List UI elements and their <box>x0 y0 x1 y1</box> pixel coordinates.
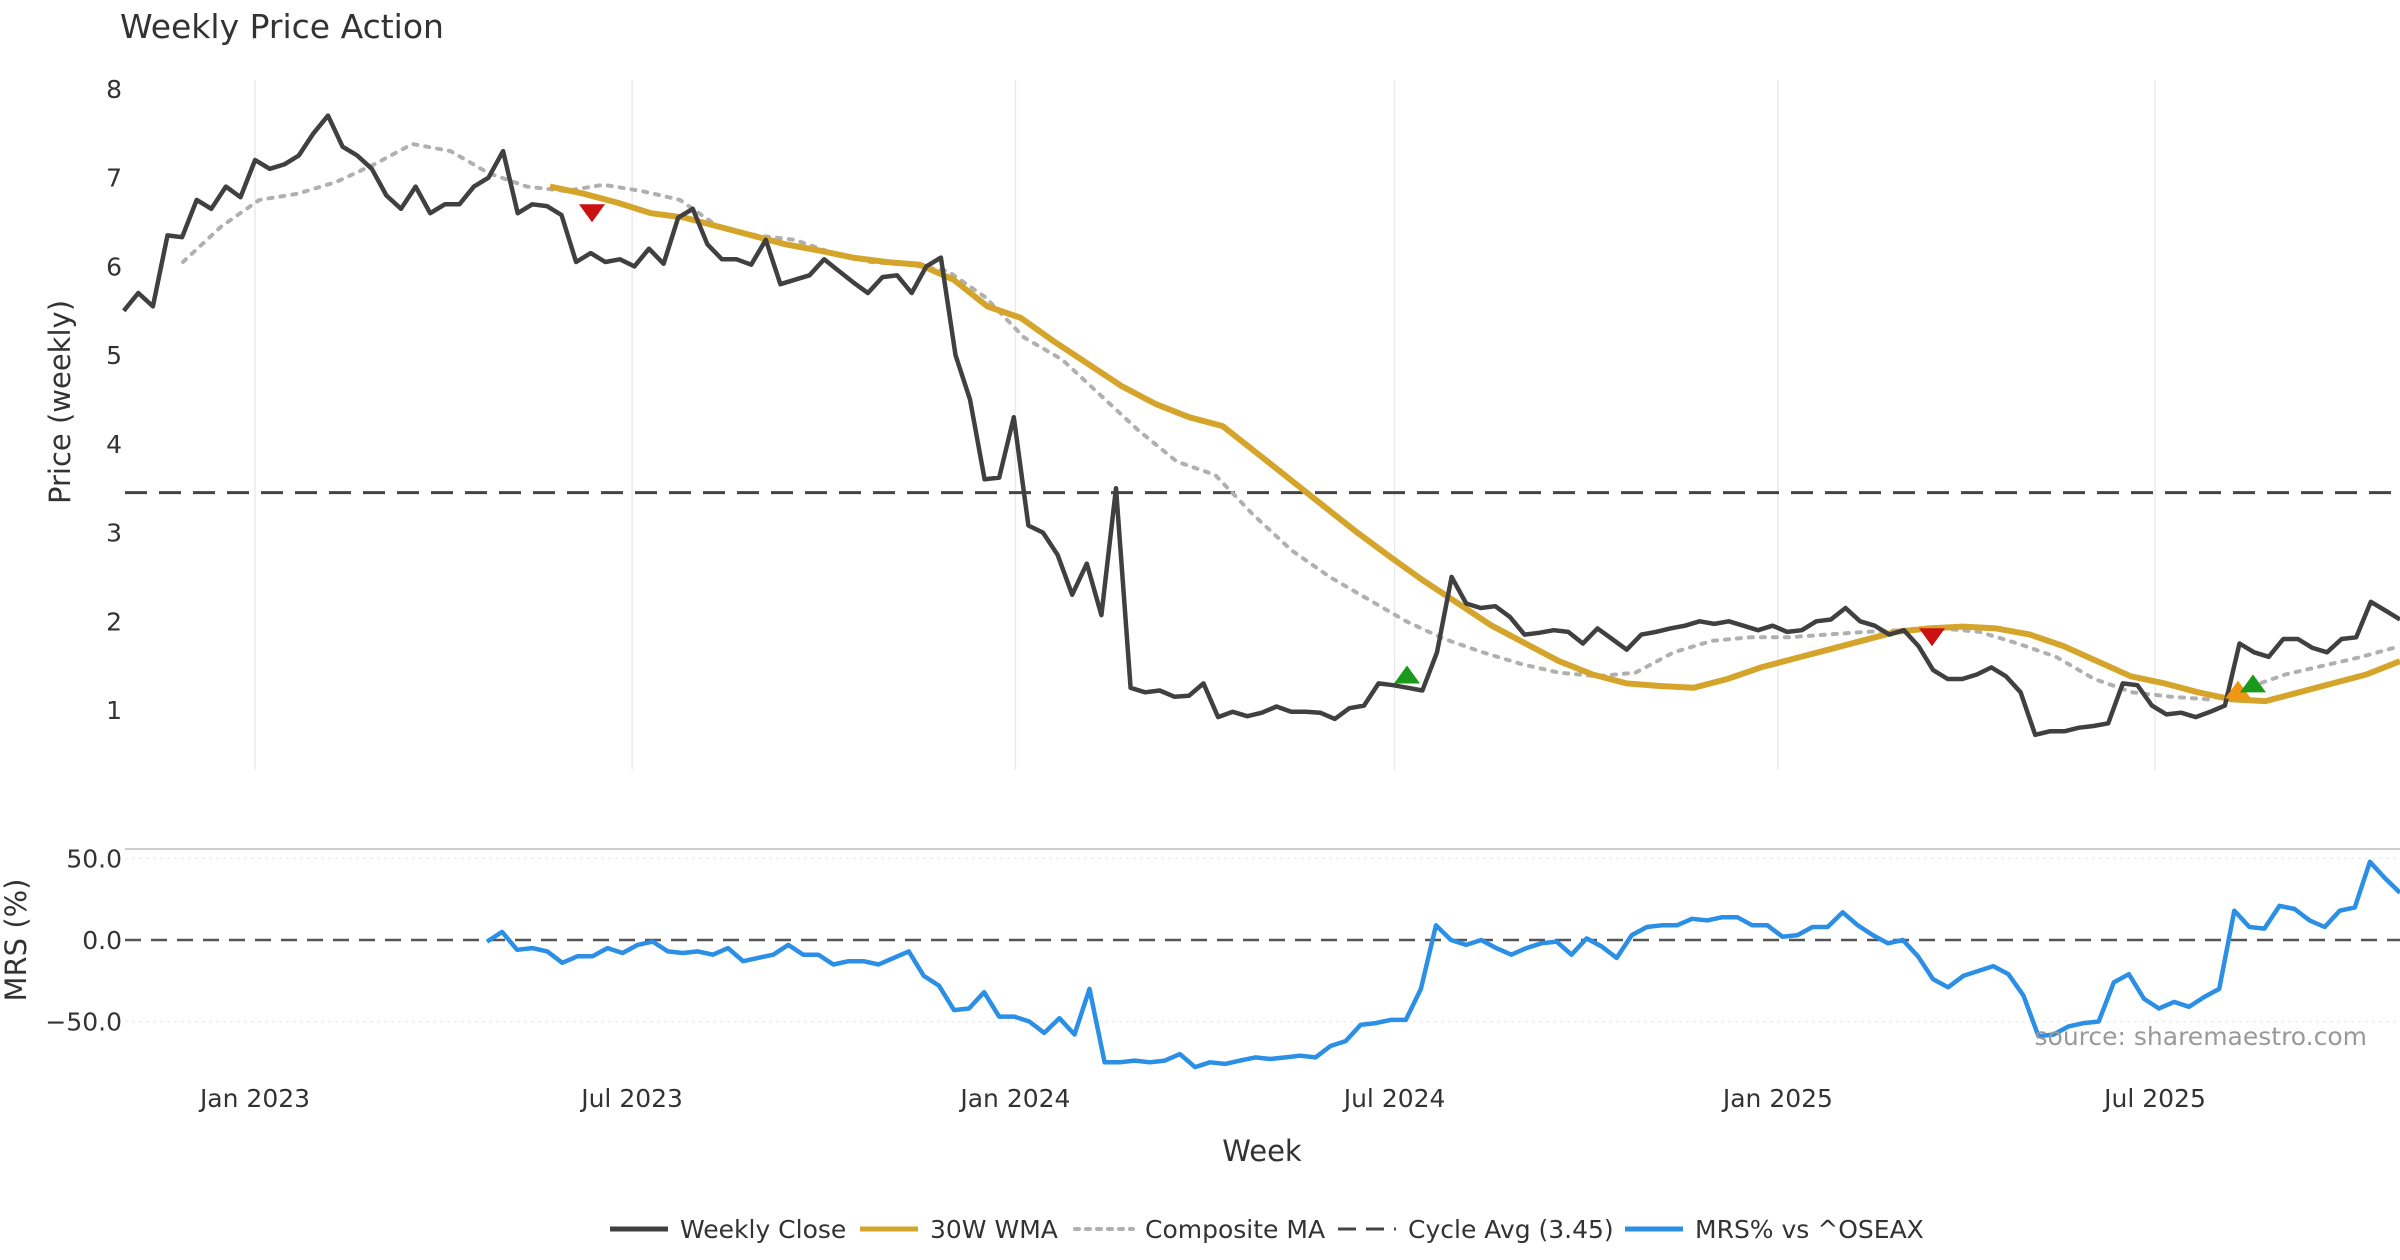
x-tick-label: Jul 2023 <box>579 1084 683 1113</box>
source-text: source: sharemaestro.com <box>2035 1022 2368 1051</box>
signal-markers <box>579 204 2266 699</box>
price-gridlines <box>254 80 2156 770</box>
x-tick-label: Jan 2023 <box>198 1084 310 1113</box>
legend-label: MRS% vs ^OSEAX <box>1695 1215 1924 1244</box>
x-tick-label: Jan 2025 <box>1721 1084 1833 1113</box>
legend-label: Cycle Avg (3.45) <box>1408 1215 1614 1244</box>
signal-marker-up <box>2240 674 2266 693</box>
price-y-tick-label: 3 <box>106 519 122 548</box>
mrs-line <box>485 859 2400 1070</box>
wma-30w-line <box>549 183 2400 705</box>
x-tick-label: Jul 2024 <box>1342 1084 1446 1113</box>
mrs-y-tick-label: 0.0 <box>82 926 122 955</box>
x-tick-label: Jan 2024 <box>958 1084 1070 1113</box>
weekly-close-line <box>122 113 2400 738</box>
price-y-tick-label: 6 <box>106 252 122 281</box>
mrs-y-tick-label: 50.0 <box>66 845 122 874</box>
mrs-y-axis-label: MRS (%) <box>0 879 33 1002</box>
price-y-tick-label: 8 <box>106 75 122 104</box>
composite-ma-line <box>181 141 2400 702</box>
x-axis-label: Week <box>1222 1134 1302 1168</box>
signal-marker-down <box>1919 628 1945 647</box>
legend: Weekly Close 30W WMA Composite MA Cycle Avg… <box>610 1215 1924 1244</box>
price-y-tick-label: 2 <box>106 607 122 636</box>
mrs-y-tick-label: −50.0 <box>45 1008 122 1037</box>
chart-title: Weekly Price Action <box>120 7 444 46</box>
legend-label: 30W WMA <box>930 1215 1058 1244</box>
price-y-tick-label: 1 <box>106 696 122 725</box>
signal-marker-down <box>579 204 605 223</box>
mrs-gridlines <box>125 857 2400 1023</box>
legend-label: Weekly Close <box>680 1215 846 1244</box>
legend-label: Composite MA <box>1145 1215 1325 1244</box>
mrs-y-ticks: −50.0 0.0 50.0 <box>45 845 122 1037</box>
x-tick-label: Jul 2025 <box>2102 1084 2206 1113</box>
price-y-tick-label: 7 <box>106 164 122 193</box>
x-axis-ticks: Jan 2023 Jul 2023 Jan 2024 Jul 2024 Jan 2025… <box>198 1084 2206 1113</box>
price-y-tick-label: 4 <box>106 430 122 459</box>
price-y-axis-label: Price (weekly) <box>43 300 77 504</box>
mrs-panel: −50.0 0.0 50.0 MRS (%) source: sharemaestr… <box>0 845 2400 1070</box>
signal-marker-up <box>2225 680 2251 699</box>
price-y-tick-label: 5 <box>106 341 122 370</box>
signal-marker-up <box>1394 665 1420 684</box>
price-y-ticks: 1 2 3 4 5 6 7 8 <box>106 75 122 725</box>
price-panel: 1 2 3 4 5 6 7 8 Price (weekly) <box>43 75 2400 770</box>
